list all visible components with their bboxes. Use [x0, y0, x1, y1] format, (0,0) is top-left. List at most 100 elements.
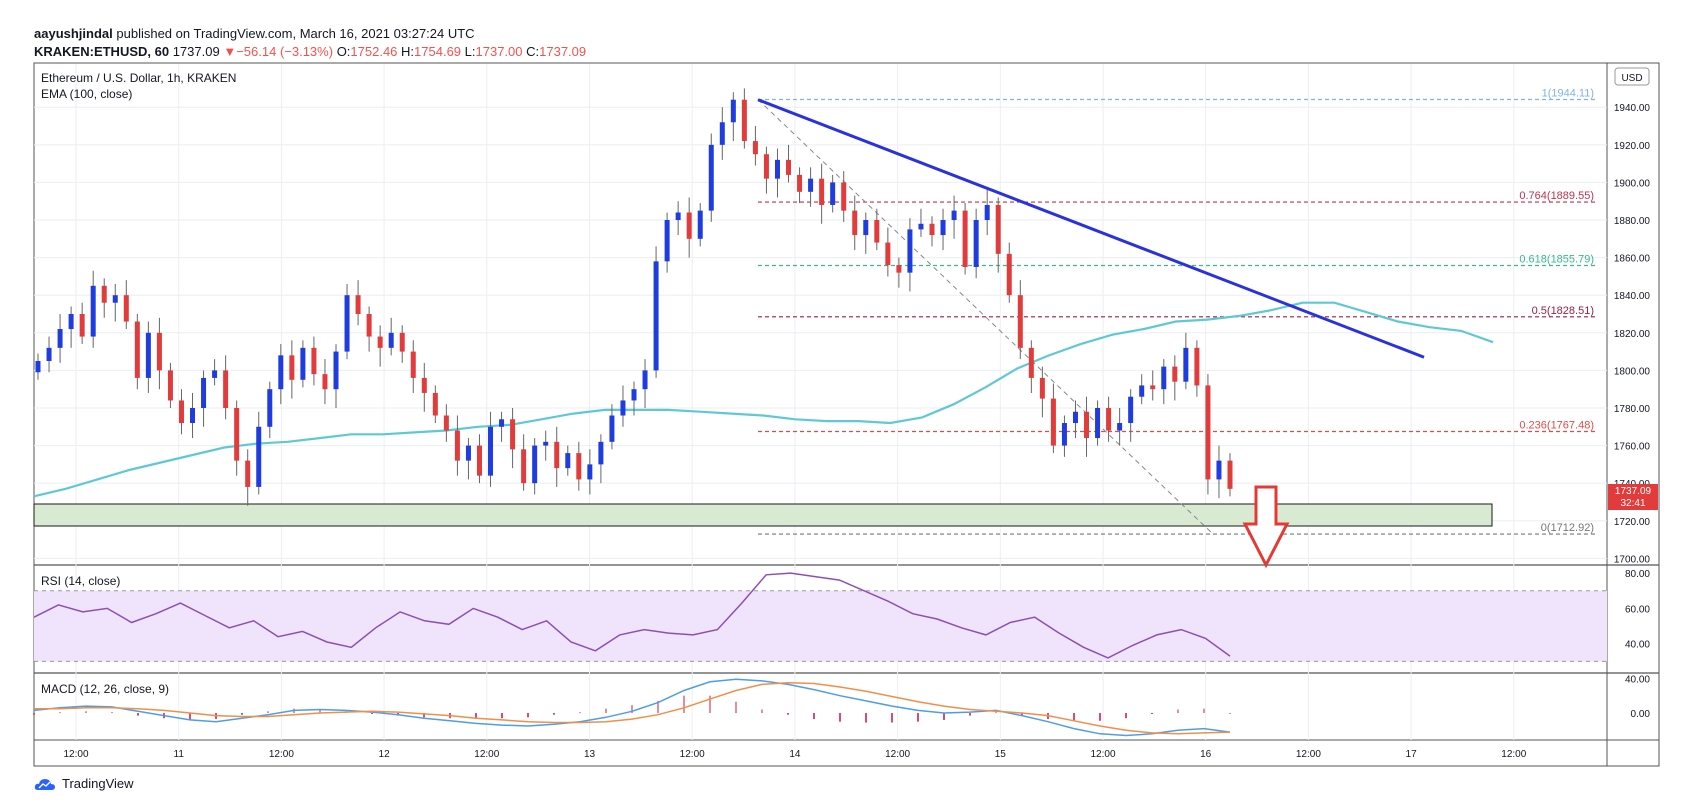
ema-line — [33, 301, 1494, 498]
macd-histogram-bar — [371, 713, 373, 714]
currency-button[interactable] — [1614, 67, 1650, 86]
macd-histogram-bar — [683, 695, 685, 713]
candle-body — [708, 144, 714, 211]
candle-body — [355, 295, 361, 314]
publish-line: aayushjindal published on TradingView.co… — [34, 26, 475, 41]
candle-body — [432, 392, 438, 416]
tradingview-brand[interactable]: TradingView — [34, 776, 134, 791]
macd-histogram-bar — [761, 709, 763, 713]
ema-legend: EMA (100, close) — [41, 87, 132, 101]
candle-body — [499, 419, 505, 427]
price-tick-label: 1940.00 — [1614, 103, 1651, 114]
candlesticks — [35, 88, 1233, 506]
candle-body — [1161, 366, 1167, 390]
rsi-tick-label: 80.00 — [1625, 569, 1650, 580]
close-label: C: — [526, 44, 540, 59]
candle-body — [167, 370, 173, 401]
candle-body — [863, 220, 869, 236]
time-tick-label: 16 — [1200, 749, 1212, 760]
low-value: 1737.00 — [475, 44, 523, 59]
candle-body — [587, 464, 593, 480]
chart-title: Ethereum / U.S. Dollar, 1h, KRAKEN — [41, 71, 236, 85]
rsi-tick-label: 60.00 — [1625, 604, 1650, 615]
candle-body — [741, 99, 747, 142]
macd-histogram-bar — [839, 713, 841, 722]
candle-body — [521, 449, 527, 484]
candle-body — [752, 141, 758, 155]
candle-body — [1017, 295, 1023, 348]
fib-level-label: 1(1944.11) — [1542, 88, 1594, 100]
candle-body — [675, 212, 681, 221]
open-value: 1752.46 — [350, 44, 398, 59]
time-tick-label: 13 — [584, 749, 596, 760]
candle-body — [366, 314, 372, 337]
macd-histogram-bar — [969, 713, 971, 716]
macd-histogram-bar — [475, 713, 477, 719]
candle-body — [223, 370, 229, 408]
macd-histogram-bar — [137, 713, 139, 716]
price-tick-label: 1920.00 — [1614, 141, 1651, 152]
macd-histogram-bar — [813, 713, 815, 720]
price-tick-label: 1880.00 — [1614, 216, 1651, 227]
macd-histogram-bar — [605, 708, 607, 713]
candle-body — [178, 400, 184, 424]
candle-body — [554, 441, 560, 469]
macd-line — [33, 678, 1231, 737]
candle-body — [962, 210, 968, 268]
author-name[interactable]: aayushjindal — [34, 26, 113, 41]
time-tick-label: 14 — [789, 749, 801, 760]
candle-body — [201, 377, 207, 408]
candle-body — [1039, 377, 1045, 399]
macd-histogram-bar — [631, 705, 633, 713]
descending-trendline[interactable] — [757, 98, 1425, 359]
candle-body — [190, 407, 196, 424]
macd-histogram-bar — [501, 713, 503, 719]
currency-label: USD — [1621, 73, 1642, 84]
candle-body — [256, 426, 262, 487]
candle-body — [1095, 407, 1101, 439]
candle-body — [399, 332, 405, 352]
macd-legend: MACD (12, 26, close, 9) — [41, 682, 169, 696]
candle-body — [786, 159, 792, 175]
candle-body — [278, 355, 284, 390]
rsi-line — [33, 572, 1231, 659]
chart-border — [33, 62, 1660, 767]
candle-body — [631, 389, 637, 401]
candle-body — [609, 415, 615, 442]
candle-body — [344, 295, 350, 352]
brand-label: TradingView — [62, 776, 134, 791]
fib-level-label: 0.764(1889.55) — [1519, 190, 1594, 202]
macd-histogram-bar — [527, 713, 529, 718]
candle-body — [730, 99, 736, 123]
ohlc-line: KRAKEN:ETHUSD, 60 1737.09 ▼−56.14 (−3.13… — [34, 44, 586, 59]
candle-body — [289, 355, 295, 380]
candle-body — [598, 441, 604, 465]
macd-tick-label: 0.00 — [1631, 709, 1651, 720]
candle-body — [951, 210, 957, 221]
fib-level-label: 0.5(1828.51) — [1532, 305, 1594, 317]
macd-histogram-bar — [59, 712, 61, 714]
macd-histogram-bar — [995, 712, 997, 714]
time-tick-label: 12:00 — [269, 749, 294, 760]
candle-body — [543, 441, 549, 446]
candle-body — [454, 430, 460, 461]
time-tick-label: 12:00 — [1501, 749, 1526, 760]
macd-histogram-bar — [553, 713, 555, 715]
price-change: −56.14 (−3.13%) — [236, 44, 334, 59]
candle-body — [1128, 396, 1134, 424]
candle-body — [1216, 460, 1222, 480]
candle-body — [311, 347, 317, 375]
macd-histogram-bar — [709, 695, 711, 713]
candle-body — [918, 223, 924, 230]
candle-body — [123, 295, 129, 322]
last-price: 1737.09 — [172, 44, 220, 59]
candle-body — [476, 445, 482, 476]
macd-histogram-bar — [1125, 713, 1127, 719]
fib-level-label: 0.618(1855.79) — [1519, 254, 1594, 266]
price-badge — [1608, 484, 1658, 510]
macd-histogram-bar — [735, 701, 737, 713]
macd-histogram-bar — [1021, 713, 1023, 716]
support-zone — [33, 503, 1493, 527]
macd-histogram-bar — [267, 711, 269, 713]
